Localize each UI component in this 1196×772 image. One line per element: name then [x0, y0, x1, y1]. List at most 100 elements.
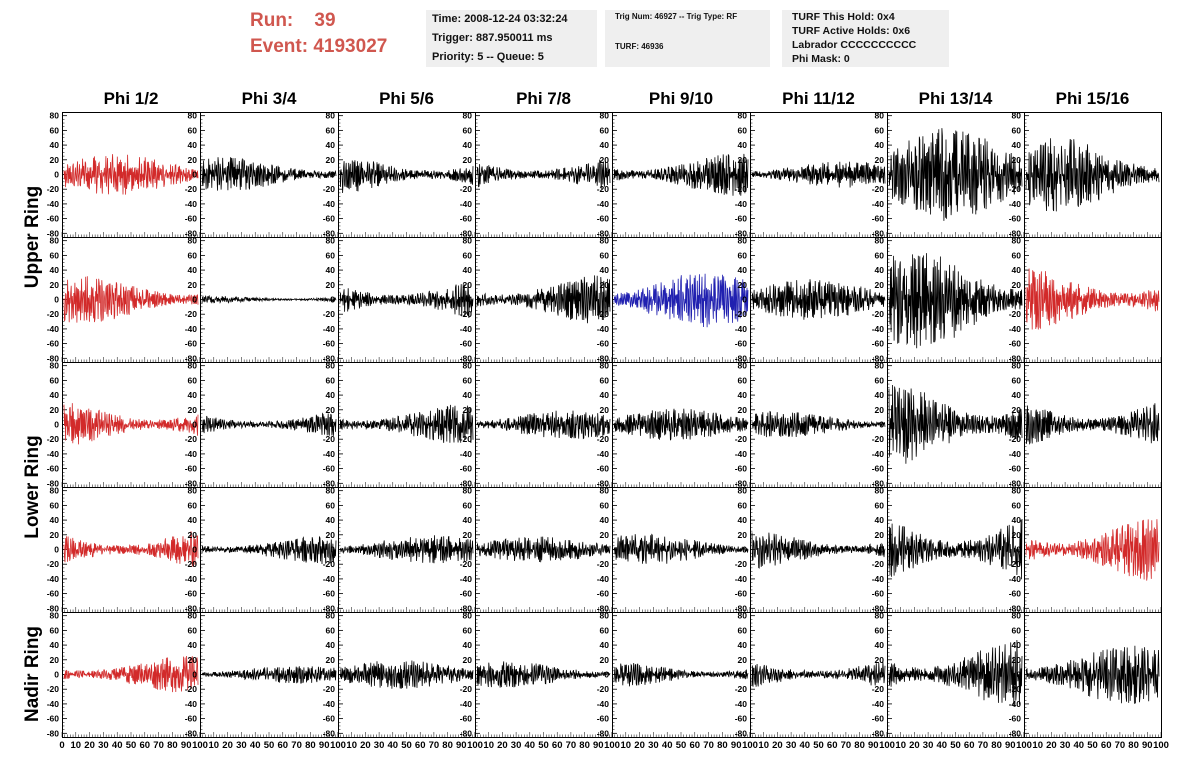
y-tick-label: 0 [192, 170, 197, 180]
y-tick-label: -80 [460, 478, 473, 488]
y-tick-label: -40 [185, 199, 198, 209]
waveform-trace [63, 403, 199, 445]
y-tick-label: 20 [600, 655, 610, 665]
y-tick-label: -20 [735, 184, 748, 194]
x-tick-label: 50 [813, 740, 824, 751]
waveform-trace [1025, 645, 1160, 704]
y-tick-label: 80 [738, 111, 748, 121]
x-tick-label: 70 [978, 740, 989, 751]
x-tick-label: 50 [1087, 740, 1098, 751]
x-tick-label: 20 [772, 740, 783, 751]
x-tick-label: 40 [1074, 740, 1085, 751]
y-tick-label: 60 [1012, 625, 1022, 635]
y-tick-label: -60 [735, 214, 748, 224]
y-tick-label: 40 [463, 515, 473, 525]
y-tick-label: -40 [735, 324, 748, 334]
y-tick-label: -80 [323, 728, 336, 738]
y-tick-label: -20 [872, 684, 885, 694]
x-tick-label: 100 [604, 740, 620, 751]
column-header: Phi 3/4 [242, 89, 297, 108]
y-tick-label: -80 [735, 228, 748, 238]
y-tick-label: -40 [1009, 574, 1022, 584]
x-tick-label: 90 [868, 740, 879, 751]
y-tick-label: 60 [875, 625, 885, 635]
y-tick-label: 40 [463, 140, 473, 150]
x-tick-label: 100 [1016, 740, 1032, 751]
waveform-trace [1025, 268, 1160, 330]
y-tick-label: -20 [185, 684, 198, 694]
y-tick-label: -40 [323, 574, 336, 584]
y-tick-label: -20 [460, 434, 473, 444]
x-tick-label: 10 [758, 740, 769, 751]
y-tick-label: 20 [326, 530, 336, 540]
y-tick-label: -60 [597, 714, 610, 724]
y-tick-label: 0 [1016, 295, 1021, 305]
waveform-trace [476, 661, 611, 688]
y-tick-label: -40 [872, 574, 885, 584]
y-tick-label: 60 [50, 625, 60, 635]
y-tick-label: 0 [54, 420, 59, 430]
y-tick-label: -60 [460, 714, 473, 724]
y-tick-label: 20 [326, 655, 336, 665]
event-value: 4193027 [313, 36, 388, 57]
y-tick-label: 20 [738, 530, 748, 540]
x-tick-label: 60 [552, 740, 563, 751]
y-tick-label: 80 [875, 236, 885, 246]
y-tick-label: 40 [1012, 515, 1022, 525]
x-tick-label: 70 [841, 740, 852, 751]
y-tick-label: 20 [463, 655, 473, 665]
y-tick-label: -20 [597, 434, 610, 444]
y-tick-label: 0 [330, 420, 335, 430]
y-tick-label: 40 [875, 265, 885, 275]
y-tick-label: -40 [597, 199, 610, 209]
y-tick-label: -20 [323, 184, 336, 194]
y-tick-label: 20 [875, 655, 885, 665]
y-tick-label: 0 [742, 420, 747, 430]
y-tick-label: 80 [326, 611, 336, 621]
x-tick-label: 60 [140, 740, 151, 751]
y-tick-label: -20 [47, 184, 60, 194]
y-tick-label: -40 [1009, 449, 1022, 459]
y-tick-label: 0 [1016, 420, 1021, 430]
y-tick-label: 60 [188, 375, 198, 385]
y-tick-label: 60 [738, 250, 748, 260]
y-tick-label: 80 [463, 611, 473, 621]
waveform-trace [339, 404, 474, 444]
y-tick-label: -40 [185, 324, 198, 334]
waveform-trace [888, 639, 1023, 707]
y-tick-label: -80 [460, 728, 473, 738]
y-tick-label: 60 [188, 500, 198, 510]
column-header: Phi 9/10 [649, 89, 713, 108]
x-tick-label: 0 [59, 740, 64, 751]
ring-label: Nadir Ring [22, 626, 43, 722]
waveform-trace [476, 536, 611, 563]
y-tick-label: 40 [326, 265, 336, 275]
y-tick-label: -60 [597, 214, 610, 224]
waveform-trace [1025, 138, 1160, 212]
y-tick-label: -20 [872, 559, 885, 569]
column-header: Phi 15/16 [1056, 89, 1130, 108]
y-tick-label: 40 [1012, 390, 1022, 400]
y-tick-label: 20 [463, 280, 473, 290]
waveform-trace [1025, 403, 1160, 445]
y-tick-label: 60 [50, 250, 60, 260]
y-tick-label: 20 [463, 405, 473, 415]
y-tick-label: 60 [326, 125, 336, 135]
column-header: Phi 5/6 [379, 89, 434, 108]
y-tick-label: -60 [872, 464, 885, 474]
y-tick-label: 0 [879, 545, 884, 555]
turf-info-box: TURF This Hold: 0x4 TURF Active Holds: 0… [782, 10, 949, 67]
y-tick-label: 40 [738, 265, 748, 275]
y-tick-label: -40 [185, 449, 198, 459]
y-tick-label: -80 [47, 228, 60, 238]
x-tick-label: 50 [538, 740, 549, 751]
y-tick-label: 20 [600, 280, 610, 290]
y-tick-label: -20 [47, 309, 60, 319]
y-tick-label: 40 [875, 515, 885, 525]
y-tick-label: 60 [326, 375, 336, 385]
y-tick-label: 80 [326, 486, 336, 496]
y-tick-label: -80 [735, 353, 748, 363]
y-tick-label: 80 [600, 486, 610, 496]
y-tick-label: 60 [463, 625, 473, 635]
y-tick-label: 40 [188, 140, 198, 150]
